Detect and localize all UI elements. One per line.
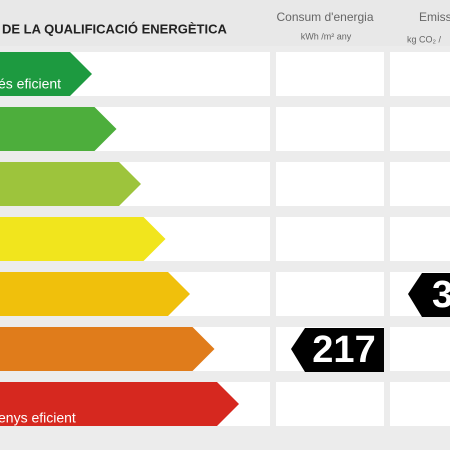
- rating-arrow: [0, 107, 117, 151]
- scale-top-label: és eficient: [0, 76, 61, 92]
- rating-arrow: [0, 52, 92, 96]
- badge-arrow: [408, 273, 450, 317]
- cell: [276, 272, 384, 316]
- emissions-badge: 3: [408, 273, 450, 317]
- column-unit: kWh /m² any: [301, 31, 352, 41]
- rating-arrow: [0, 382, 239, 426]
- rating-arrow: [0, 327, 215, 371]
- cell: [390, 327, 450, 371]
- rows: [0, 52, 450, 426]
- rating-arrow: [0, 162, 141, 206]
- cell: [276, 52, 384, 96]
- header-band: [0, 0, 450, 46]
- cell: [276, 107, 384, 151]
- column-title: Emissi: [419, 10, 450, 24]
- column-title: Consum d'energia: [276, 10, 373, 24]
- energy-badge: 217: [291, 328, 384, 372]
- cell: [390, 107, 450, 151]
- emissions-rating: 3: [432, 274, 450, 316]
- cell: [276, 382, 384, 426]
- scale-bottom-label: enys eficient: [0, 410, 76, 426]
- cell: [390, 162, 450, 206]
- rating-arrow: [0, 272, 190, 316]
- cell: [276, 162, 384, 206]
- cell: [390, 217, 450, 261]
- cell: [276, 217, 384, 261]
- header-title: DE LA QUALIFICACIÓ ENERGÈTICA: [2, 21, 227, 36]
- column-unit: kg CO₂ /: [407, 34, 442, 44]
- badge-arrow: [291, 328, 384, 372]
- energy-rating: 217: [312, 329, 375, 371]
- cell: [390, 382, 450, 426]
- cell: [390, 52, 450, 96]
- rating-arrow: [0, 217, 166, 261]
